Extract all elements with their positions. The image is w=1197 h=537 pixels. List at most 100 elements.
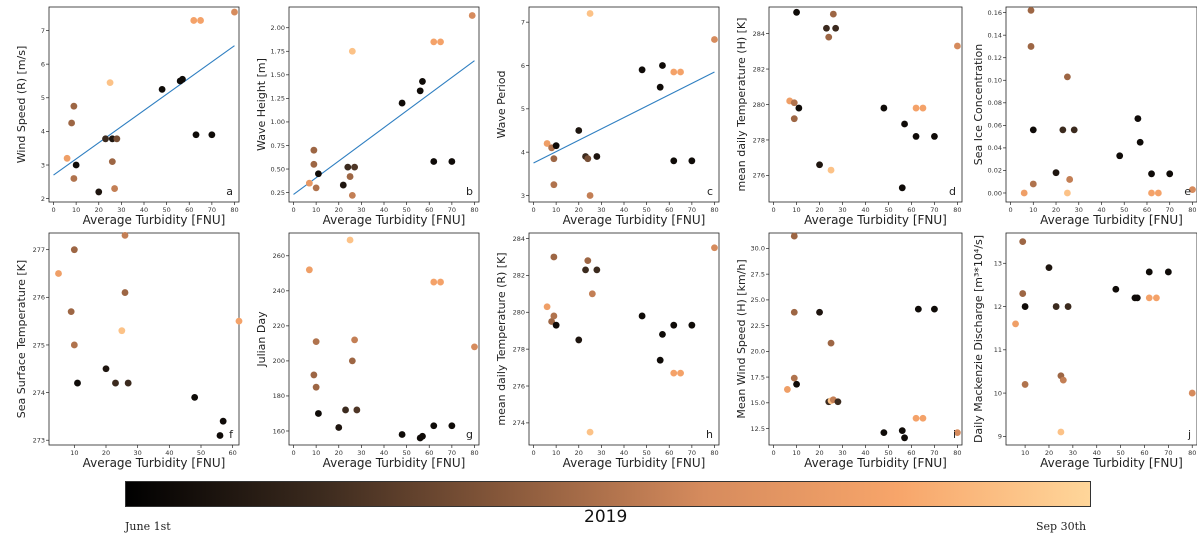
x-tick-label: 50 (1120, 206, 1128, 214)
x-tick-label: 40 (1097, 206, 1105, 214)
trend-line (533, 71, 715, 164)
panel-d: 0 10 20 30 40 50 60 70 80 276 278 280 282 284 d Average… (735, 6, 963, 227)
x-tick-label: 70 (448, 206, 456, 214)
data-point (638, 66, 646, 74)
data-point (235, 317, 243, 325)
x-axis-label: Average Turbidity [FNU] (83, 213, 226, 227)
x-tick-label: 30 (1075, 206, 1083, 214)
data-point (1029, 126, 1037, 134)
panel-label: j (1187, 428, 1191, 441)
data-point (1019, 238, 1027, 246)
data-point (575, 127, 583, 134)
panel-label: f (229, 428, 234, 441)
y-tick-label: 22.5 (751, 322, 765, 330)
x-tick-label: 10 (312, 206, 320, 214)
data-point (437, 278, 444, 286)
data-point (898, 427, 906, 434)
x-tick-label: 30 (838, 449, 846, 457)
x-tick-label: 80 (230, 206, 238, 214)
data-point (912, 104, 920, 112)
x-tick-label: 20 (335, 449, 343, 457)
data-point (1133, 294, 1141, 302)
data-point (315, 410, 322, 417)
x-tick-label: 60 (665, 449, 673, 457)
x-tick-label: 80 (1188, 449, 1196, 457)
data-point (659, 330, 666, 338)
data-point (790, 374, 798, 382)
data-point (1145, 268, 1153, 276)
data-point (793, 8, 800, 16)
data-point (584, 257, 592, 265)
data-point (1145, 294, 1153, 302)
trend-line (53, 45, 235, 176)
data-point (656, 356, 664, 364)
x-axis-label: Average Turbidity [FNU] (804, 456, 947, 470)
x-tick-label: 30 (597, 206, 605, 214)
x-tick-label: 10 (1021, 449, 1029, 457)
y-tick-label: 15.0 (751, 399, 765, 407)
data-point (898, 184, 906, 192)
panel-e: 0 10 20 30 40 50 60 70 80 0.00 0.02 0.04 0.06 0.08 0.1… (972, 6, 1197, 227)
x-tick-label: 40 (861, 206, 869, 214)
y-tick-label: 180 (273, 392, 285, 400)
data-point (1112, 285, 1120, 293)
x-tick-label: 10 (792, 206, 800, 214)
x-axis-label: Average Turbidity [FNU] (804, 213, 947, 227)
data-point (1059, 376, 1067, 384)
data-point (1064, 303, 1072, 310)
data-point (55, 270, 62, 277)
x-tick-label: 80 (953, 206, 961, 214)
data-point (834, 398, 842, 406)
data-point (351, 336, 358, 344)
x-axis-label: Average Turbidity [FNU] (563, 213, 706, 227)
colorbar-title: 2019 (584, 507, 628, 527)
data-point (346, 236, 354, 244)
y-tick-label: 0.16 (988, 9, 1002, 17)
data-point (72, 161, 80, 169)
data-point (588, 290, 596, 298)
data-point (1116, 152, 1124, 160)
y-tick-label: 276 (33, 294, 45, 302)
x-tick-label: 0 (1008, 206, 1012, 214)
data-point (586, 428, 594, 436)
data-point (419, 432, 426, 440)
plot-frame (528, 232, 720, 446)
x-tick-label: 80 (470, 206, 478, 214)
x-tick-label: 0 (51, 206, 55, 214)
panel-g: 0 10 20 30 40 50 60 70 80 160 180 200 220 240 260 g Aver… (255, 232, 480, 470)
colorbar (125, 481, 1091, 507)
x-tick-label: 10 (72, 206, 80, 214)
data-point (335, 424, 343, 431)
x-tick-label: 40 (165, 449, 173, 457)
y-tick-label: 6 (41, 60, 45, 68)
y-tick-label: 260 (273, 252, 285, 260)
y-tick-label: 275 (33, 341, 45, 349)
x-tick-label: 40 (380, 206, 388, 214)
data-point (74, 379, 81, 387)
x-tick-label: 0 (291, 449, 295, 457)
x-tick-label: 70 (208, 206, 216, 214)
data-point (113, 135, 121, 143)
panel-b: 0 10 20 30 40 50 60 70 80 0.25 0.50 0.75 1.00 1.25 1.5… (255, 6, 480, 227)
data-point (670, 321, 678, 329)
data-point (1148, 170, 1155, 178)
data-point (1189, 186, 1196, 194)
y-tick-label: 7 (41, 27, 45, 35)
data-point (670, 369, 678, 377)
x-tick-label: 50 (402, 206, 410, 214)
x-tick-label: 80 (470, 449, 478, 457)
data-point (919, 414, 927, 422)
data-point (543, 140, 551, 147)
x-tick-label: 20 (335, 206, 343, 214)
data-point (102, 365, 110, 373)
panel-label: c (707, 185, 713, 198)
x-tick-label: 0 (531, 449, 535, 457)
y-tick-label: 13 (994, 260, 1002, 268)
data-point (827, 339, 835, 347)
y-tick-label: 3 (41, 161, 45, 169)
data-point (931, 305, 938, 313)
data-point (954, 42, 961, 50)
y-tick-label: 0.12 (988, 54, 1002, 62)
data-point (1045, 264, 1053, 272)
x-tick-label: 50 (402, 449, 410, 457)
